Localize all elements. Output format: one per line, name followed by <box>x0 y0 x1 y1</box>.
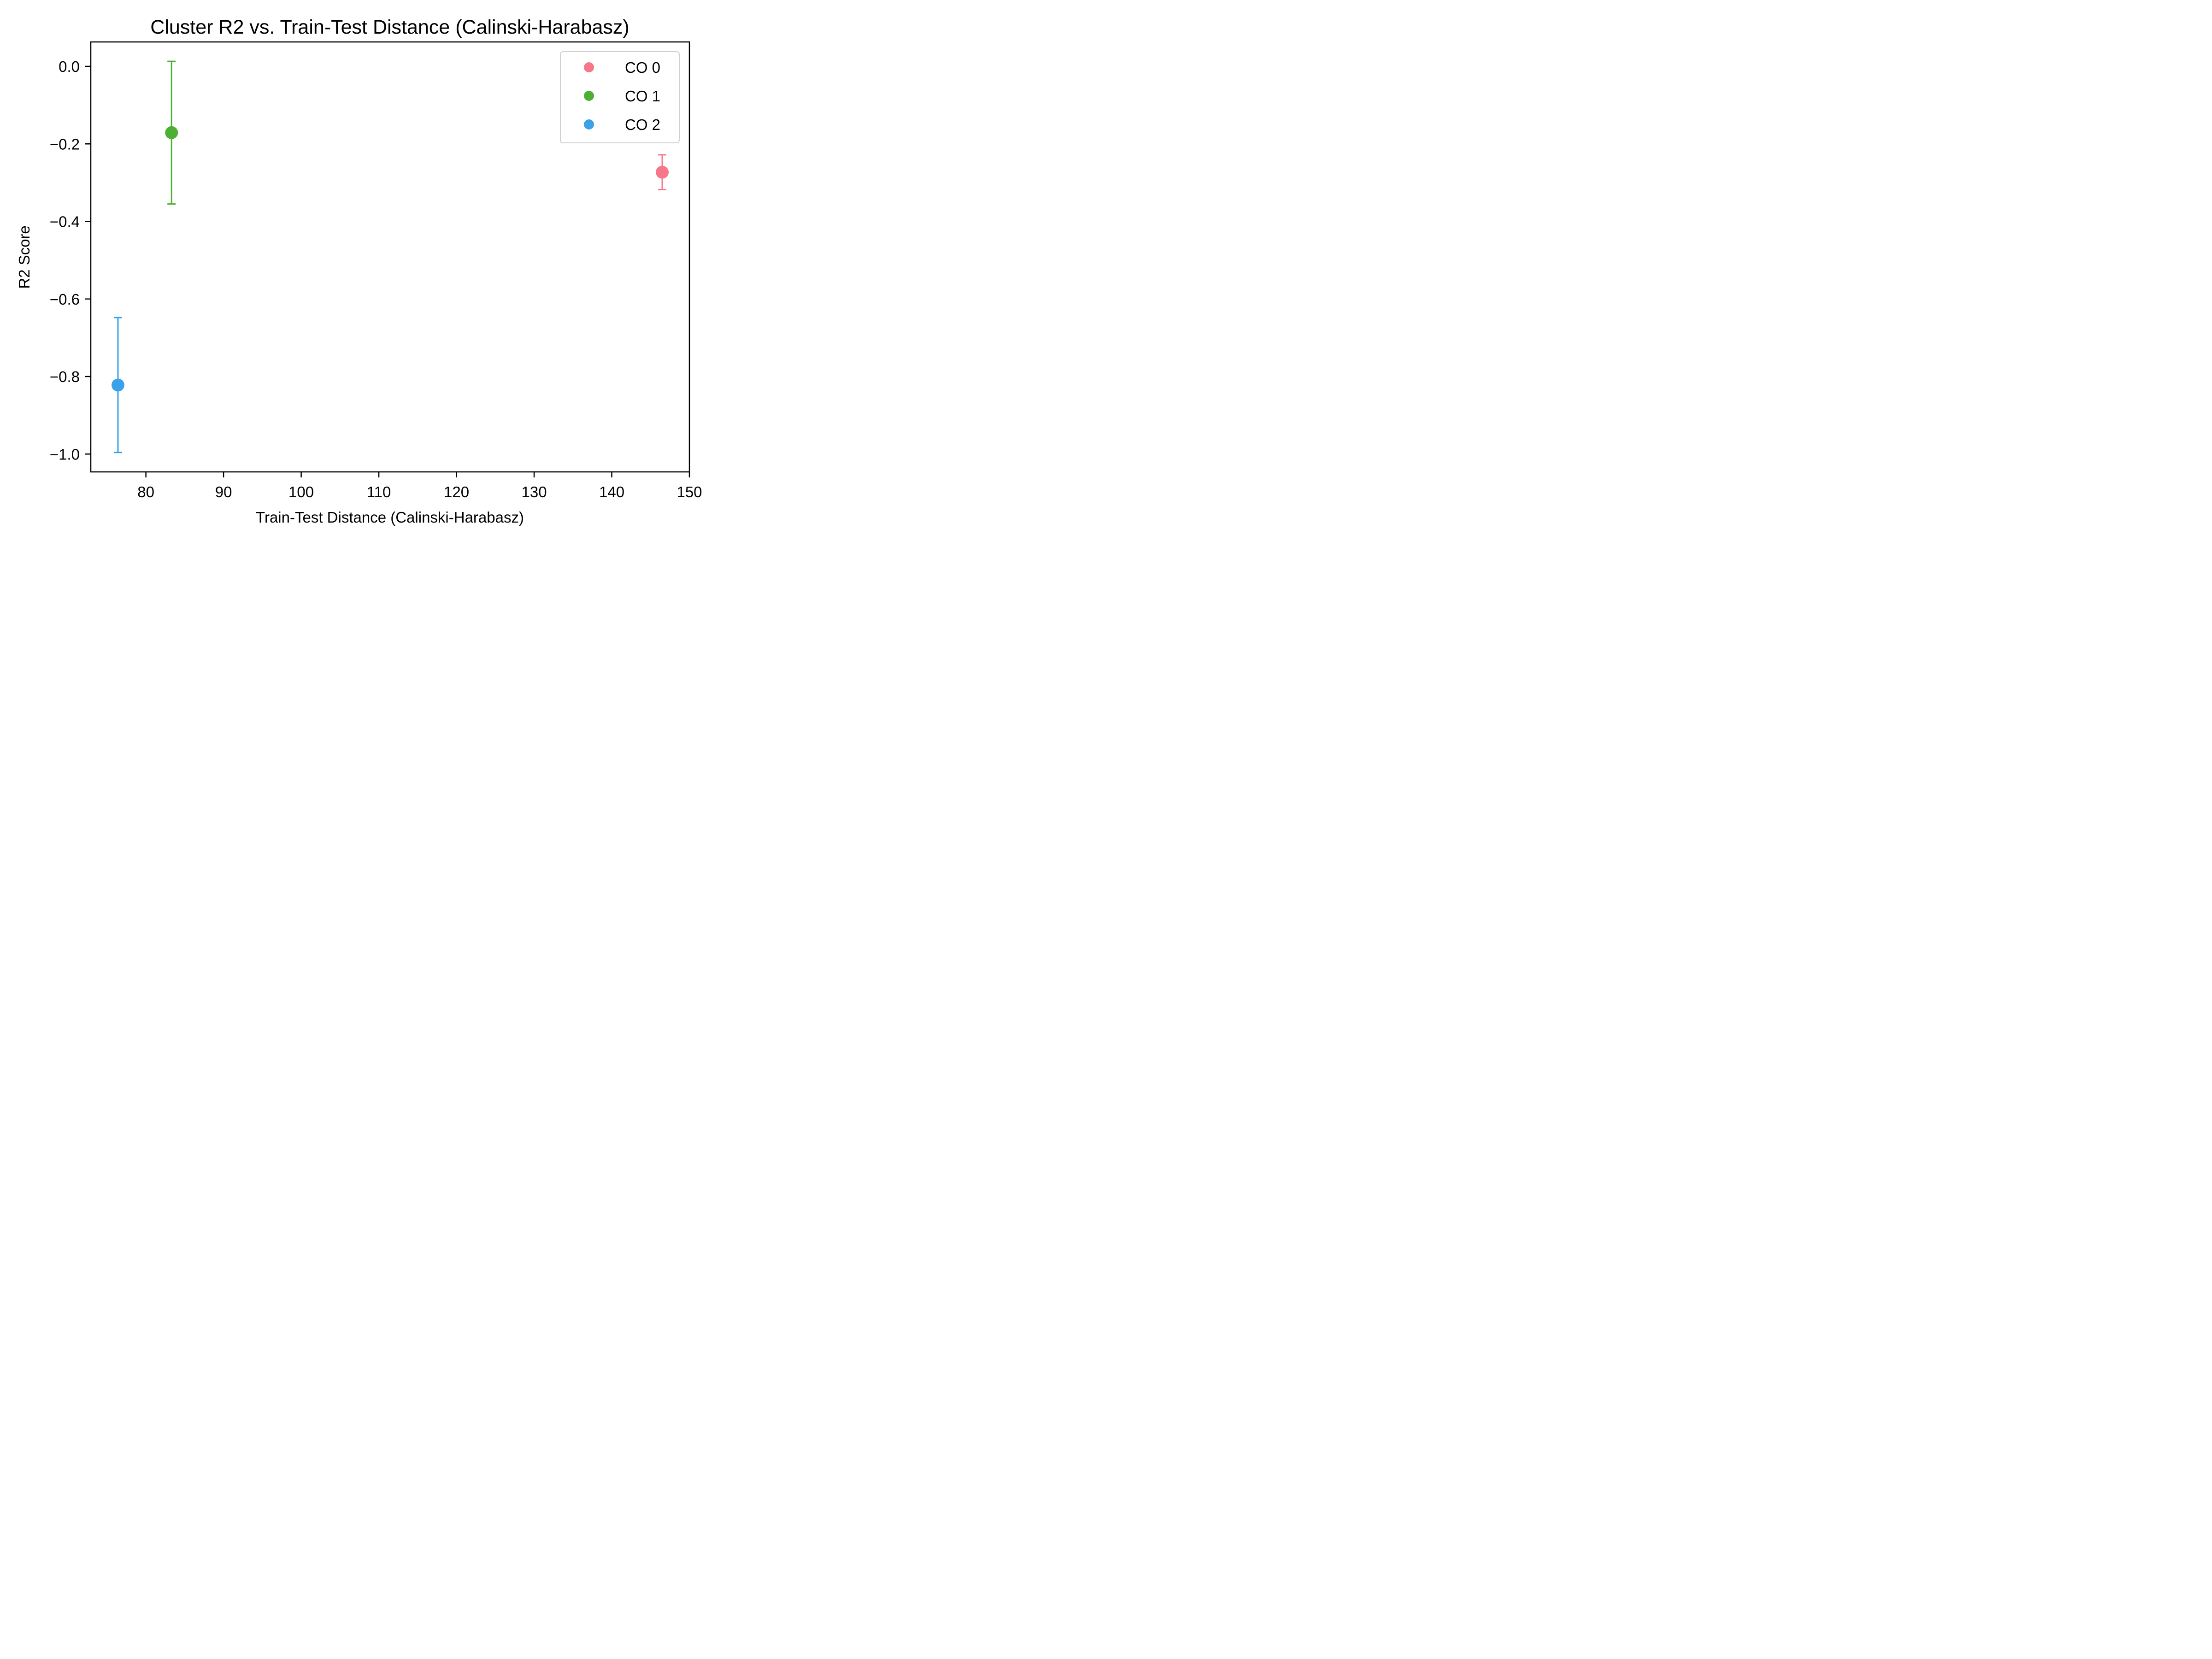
y-tick-label: −1.0 <box>50 446 80 463</box>
series-co-2 <box>111 317 124 453</box>
legend-items: CO 0 CO 1 CO 2 <box>584 59 660 133</box>
legend-marker <box>584 62 594 72</box>
legend-label: CO 1 <box>625 88 660 105</box>
chart-title: Cluster R2 vs. Train-Test Distance (Cali… <box>150 16 629 38</box>
y-tick-label: −0.8 <box>50 368 80 385</box>
data-point <box>165 126 178 139</box>
plot-frame <box>90 41 690 473</box>
x-tick-label: 90 <box>215 483 232 500</box>
legend-frame <box>560 51 680 143</box>
y-tick-label: 0.0 <box>59 58 80 75</box>
series-co-1 <box>165 60 178 205</box>
y-tick-label: −0.4 <box>50 213 80 230</box>
x-tick-label: 120 <box>444 483 469 500</box>
x-tick-label: 150 <box>677 483 702 500</box>
y-axis-label: R2 Score <box>16 225 33 289</box>
y-tick-label: −0.2 <box>50 135 80 153</box>
legend-label: CO 2 <box>625 116 660 133</box>
x-tick-label: 130 <box>522 483 547 500</box>
data-point <box>111 378 124 392</box>
chart: Cluster R2 vs. Train-Test Distance (Cali… <box>0 0 714 535</box>
x-axis: 80 90 100 110 120 130 140 150 <box>137 472 702 500</box>
x-tick-label: 100 <box>288 483 314 500</box>
x-tick-label: 140 <box>599 483 624 500</box>
legend-label: CO 0 <box>625 59 660 76</box>
y-axis: 0.0 −0.2 −0.4 −0.6 −0.8 −1.0 <box>50 58 91 463</box>
data-points <box>111 60 669 453</box>
series-co-0 <box>656 154 669 191</box>
legend: CO 0 CO 1 CO 2 <box>560 51 680 143</box>
x-tick-label: 80 <box>137 483 154 500</box>
x-axis-label: Train-Test Distance (Calinski-Harabasz) <box>256 509 524 526</box>
y-tick-label: −0.6 <box>50 291 80 308</box>
plot-area: 80 90 100 110 120 130 140 150 0.0 −0.2 −0.4 −0.6 −0… <box>50 41 702 500</box>
legend-marker <box>584 119 594 129</box>
data-point <box>656 165 669 179</box>
x-tick-label: 110 <box>367 483 391 500</box>
legend-marker <box>584 91 594 101</box>
